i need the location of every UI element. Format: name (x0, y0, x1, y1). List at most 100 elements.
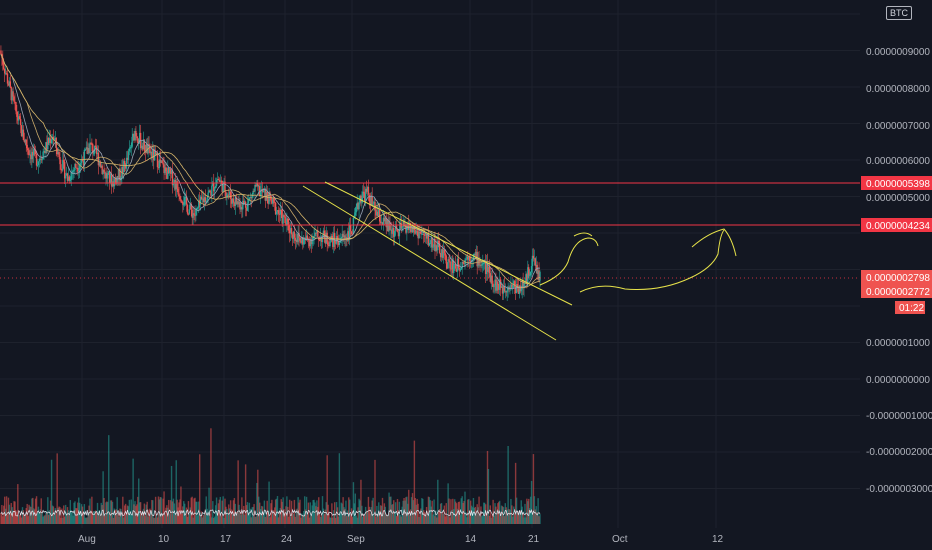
candle-body (357, 202, 359, 210)
candle-body (339, 240, 342, 243)
volume-bar (1, 505, 3, 524)
candle-body (221, 180, 223, 193)
volume-bar (303, 496, 306, 524)
candle-body (261, 189, 264, 193)
candle-body (289, 228, 292, 234)
candle-body (474, 254, 477, 256)
candle-body (527, 267, 529, 283)
candle-body (363, 193, 366, 202)
volume-bar (116, 497, 118, 524)
price-label: 0.0000008000 (866, 84, 930, 95)
candle-body (422, 233, 424, 235)
candle-body (108, 171, 111, 183)
candle-body (538, 270, 540, 281)
volume-bar (277, 517, 280, 524)
volume-bar (110, 500, 113, 524)
candle-body (231, 198, 234, 204)
candle-body (192, 213, 194, 218)
volume-bar (225, 506, 227, 524)
volume-bar (491, 514, 493, 524)
volume-bar (107, 502, 109, 524)
volume-bar (139, 502, 142, 524)
volume-bar (147, 516, 149, 524)
candle-body (37, 161, 40, 166)
candle-body (59, 157, 61, 165)
candle-body (97, 152, 100, 166)
candle-body (249, 196, 252, 199)
candle-body (490, 275, 492, 282)
volume-bar (342, 497, 344, 524)
candle-body (303, 237, 306, 239)
volume-bar (48, 510, 51, 524)
volume-bar (71, 512, 73, 524)
candle-body (17, 116, 19, 121)
candle-body (273, 198, 275, 202)
volume-bar (245, 505, 248, 524)
candle-body (200, 196, 203, 200)
candle-body (48, 138, 51, 144)
volume-bar (423, 510, 425, 524)
volume-bar (67, 510, 70, 524)
channel-upper-line[interactable] (324, 181, 573, 306)
projection-curve-1[interactable] (539, 237, 599, 286)
candle-body (158, 159, 161, 168)
candle-body (299, 237, 301, 241)
volume-bar (330, 517, 332, 524)
channel-lower-line[interactable] (302, 185, 557, 341)
price-label: -0.0000003000 (866, 484, 932, 495)
volume-bar (68, 515, 71, 524)
candle-body (526, 274, 528, 283)
candle-body (525, 274, 527, 283)
candle-body (401, 227, 403, 229)
candle-body (262, 190, 265, 193)
candle-body (166, 171, 168, 179)
volume-bar (261, 506, 264, 524)
volume-bar (319, 516, 322, 524)
candle-body (254, 185, 256, 192)
volume-bar (155, 514, 158, 524)
candle-body (218, 179, 221, 182)
projection-curve-2[interactable] (579, 229, 725, 293)
volume-bar (290, 500, 293, 524)
candle-body (333, 233, 336, 243)
candle-body (408, 223, 410, 230)
candle-body (263, 189, 266, 191)
volume-bar (295, 509, 297, 524)
candle-body (300, 240, 302, 243)
volume-bar (499, 512, 502, 524)
candle-body (245, 207, 248, 211)
volume-bar (52, 506, 55, 524)
time-axis[interactable]: Aug 10 17 24 Sep 14 21 Oct 12 (78, 534, 724, 545)
candle-body (75, 163, 77, 168)
volume-bar (94, 510, 97, 524)
volume-bar (273, 507, 276, 524)
volume-bar (477, 507, 479, 524)
candle-body (251, 194, 253, 199)
candle-body (167, 167, 169, 179)
volume-bar (412, 500, 415, 524)
candle-body (255, 185, 257, 187)
candle-body (453, 265, 455, 274)
volume-bar (49, 500, 52, 524)
volume-bar (407, 503, 409, 524)
price-axis[interactable]: 0.0000009000 0.0000008000 0.0000007000 0… (866, 47, 932, 495)
candle-body (100, 165, 102, 167)
volume-bar (17, 484, 19, 524)
candle-body (288, 230, 291, 234)
volume-bar (65, 512, 68, 524)
candle-body (460, 268, 462, 270)
candle-body (106, 173, 108, 179)
volume-bar (336, 507, 339, 524)
candle-body (349, 225, 352, 232)
volume-bar (388, 492, 390, 524)
candle-body (400, 223, 402, 229)
volume-bar (143, 503, 146, 524)
candle-body (355, 206, 357, 213)
price-tag-a-text: 0.0000002798 (866, 273, 930, 284)
candle-body (495, 279, 497, 291)
candle-body (90, 142, 92, 144)
candle-body (253, 190, 255, 192)
candle-body (462, 261, 464, 264)
candle-body (368, 194, 371, 202)
